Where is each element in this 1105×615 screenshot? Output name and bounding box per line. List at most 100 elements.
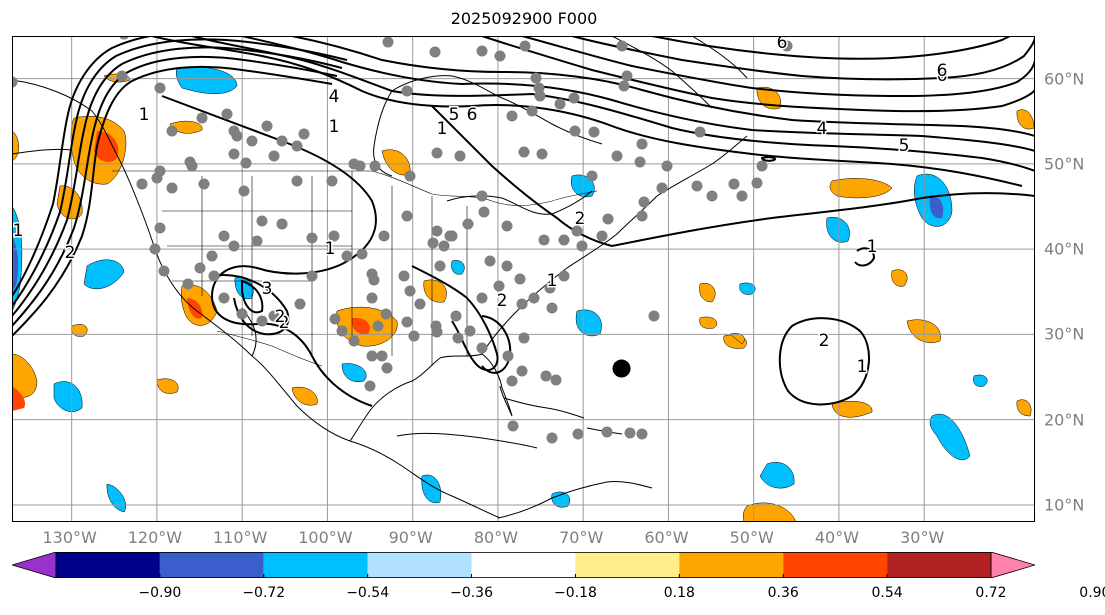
colorbar-tick-label: −0.54 xyxy=(346,585,390,601)
station-dot xyxy=(434,260,446,272)
longitude-label: 60°W xyxy=(644,528,689,547)
station-dot xyxy=(182,278,194,290)
colorbar-segment xyxy=(783,552,888,578)
station-dot xyxy=(516,298,528,310)
station-dot xyxy=(586,170,598,182)
station-dot xyxy=(751,177,763,189)
station-dot xyxy=(636,138,648,150)
colorbar-tick-label: 0.90 xyxy=(1079,585,1105,601)
station-dot xyxy=(694,126,706,138)
station-dot xyxy=(326,175,338,187)
station-dot xyxy=(221,108,233,120)
longitude-label: 90°W xyxy=(388,528,433,547)
colorbar-segment xyxy=(575,552,680,578)
station-dot xyxy=(514,273,526,285)
station-dot xyxy=(366,292,378,304)
station-dot xyxy=(550,374,562,386)
station-dot xyxy=(294,298,306,310)
contour-label: 5 xyxy=(449,105,460,125)
station-dot xyxy=(196,112,208,124)
station-dot xyxy=(728,178,740,190)
station-dot xyxy=(166,125,178,137)
latitude-label: 20°N xyxy=(1044,410,1085,430)
station-dot xyxy=(228,125,240,137)
longitude-label: 30°W xyxy=(900,528,945,547)
station-dot xyxy=(636,428,648,440)
contour-label: 6 xyxy=(467,105,478,125)
station-dot xyxy=(530,72,542,84)
station-dot xyxy=(656,182,668,194)
contour-label: 1 xyxy=(867,237,878,257)
station-dot xyxy=(291,140,303,152)
station-dot xyxy=(494,50,506,62)
colorbar-segment xyxy=(56,552,160,578)
contour-label: 5 xyxy=(899,136,910,156)
storm-center-marker[interactable] xyxy=(612,359,631,378)
station-dot xyxy=(571,225,583,237)
station-dot xyxy=(431,326,443,338)
station-dot xyxy=(493,280,505,292)
contour-label: 3 xyxy=(262,279,273,299)
contour-label: 2 xyxy=(275,307,286,327)
station-dot xyxy=(533,82,545,94)
station-dot xyxy=(116,70,128,82)
contour-label: 6 xyxy=(937,66,948,86)
station-dot xyxy=(691,180,703,192)
station-dot xyxy=(502,350,514,362)
station-dot xyxy=(507,420,519,432)
station-dot xyxy=(611,150,623,162)
contour-label: 6 xyxy=(937,61,948,81)
contour-lines xyxy=(12,36,1035,407)
station-markers xyxy=(12,36,793,444)
station-dot xyxy=(478,206,490,218)
station-dot xyxy=(240,157,252,169)
station-dot xyxy=(136,178,148,190)
contour-label: 2 xyxy=(819,331,830,351)
station-dot xyxy=(381,362,393,374)
station-dot xyxy=(616,40,628,52)
station-dot xyxy=(476,342,488,354)
station-dot xyxy=(756,160,768,172)
station-dot xyxy=(526,105,538,117)
station-dot xyxy=(736,190,748,202)
station-dot xyxy=(706,190,718,202)
station-dot xyxy=(378,230,390,242)
station-dot xyxy=(261,120,273,132)
station-dot xyxy=(618,80,630,92)
colorbar-tick-label: 0.54 xyxy=(871,585,903,601)
station-dot xyxy=(544,282,556,294)
colorbar-segment xyxy=(887,552,991,578)
station-dot xyxy=(568,92,580,104)
station-dot xyxy=(452,332,464,344)
contour-label: 1 xyxy=(13,221,24,241)
colorbar-segment xyxy=(263,552,368,578)
station-dot xyxy=(636,210,648,222)
latitude-label: 30°N xyxy=(1044,324,1085,344)
station-dot xyxy=(506,110,518,122)
colorbar-segment xyxy=(159,552,264,578)
station-dot xyxy=(276,135,288,147)
station-dot xyxy=(208,270,220,282)
contour-label: 1 xyxy=(325,239,336,259)
latitude-label: 40°N xyxy=(1044,239,1085,259)
station-dot xyxy=(506,375,518,387)
station-dot xyxy=(382,36,394,48)
station-dot xyxy=(484,255,496,267)
station-dot xyxy=(348,158,360,170)
station-dot xyxy=(554,98,566,110)
station-dot xyxy=(256,215,268,227)
station-dot xyxy=(404,285,416,297)
station-dot xyxy=(621,70,633,82)
station-dot xyxy=(372,320,384,332)
station-dot xyxy=(404,170,416,182)
longitude-label: 40°W xyxy=(814,528,860,547)
longitude-label: 50°W xyxy=(729,528,774,547)
station-dot xyxy=(291,175,303,187)
station-dot xyxy=(601,426,613,438)
station-dot xyxy=(462,218,474,230)
station-dot xyxy=(256,315,268,327)
contour-label: 1 xyxy=(857,357,868,377)
colorbar-tick-label: 0.36 xyxy=(767,585,799,601)
station-dot xyxy=(398,270,410,282)
